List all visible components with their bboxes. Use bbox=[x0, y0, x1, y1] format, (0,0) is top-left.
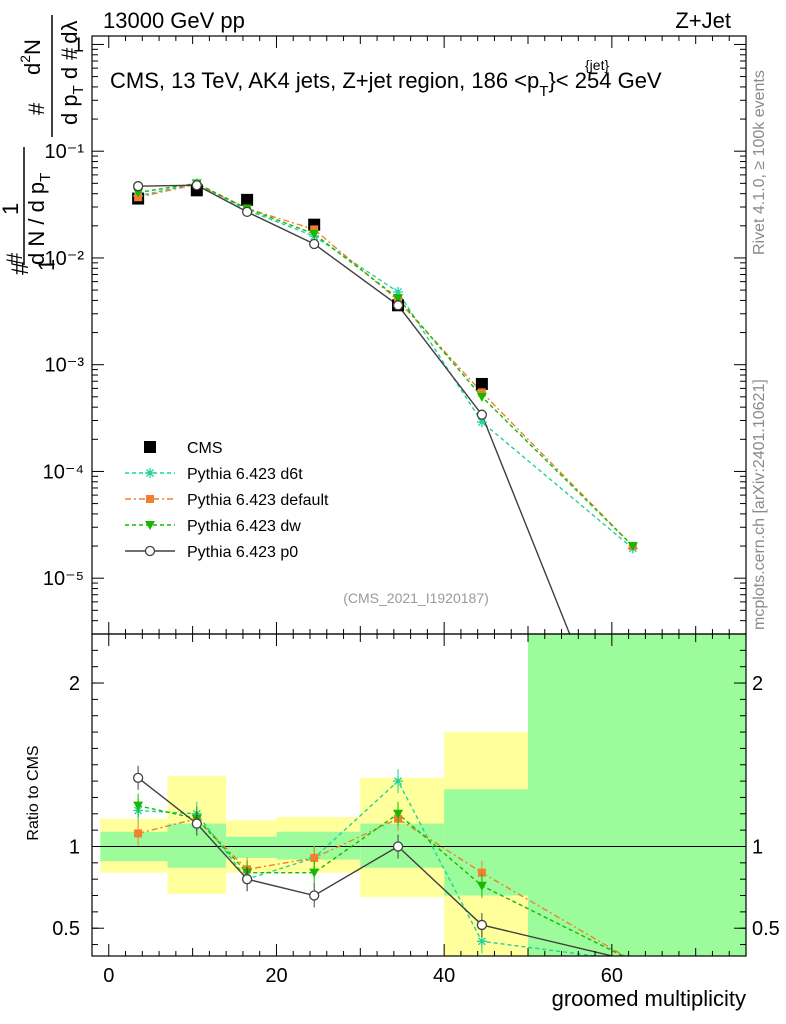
green-band-3 bbox=[276, 831, 361, 860]
main-y-tick-label-0: 1 bbox=[73, 34, 84, 56]
legend: CMS Pythia 6.423 d6t Pythia 6.423 default P… bbox=[125, 440, 329, 561]
main-y-tick-label-5: 10⁻⁵ bbox=[43, 568, 84, 590]
plot-title-sup: {jet} bbox=[585, 57, 609, 73]
main-marker-p0-3 bbox=[309, 238, 320, 250]
ratio-marker-p0-2 bbox=[241, 874, 253, 885]
ratio-y-tick-label-0: 0.5 bbox=[52, 918, 80, 940]
x-tick-label-2: 40 bbox=[433, 965, 455, 987]
data-markers bbox=[132, 178, 638, 954]
legend-label-p0: Pythia 6.423 p0 bbox=[187, 544, 298, 561]
rivet-label: Rivet 4.1.0, ≥ 100k events bbox=[751, 70, 768, 255]
main-marker-p0-2 bbox=[241, 206, 253, 218]
x-tick-label-1: 20 bbox=[265, 965, 287, 987]
y-label-den2: d pT d#dλ bbox=[57, 21, 87, 126]
x-tick-label-3: 60 bbox=[601, 965, 623, 987]
plot-title: CMS, 13 TeV, AK4 jets, Z+jet region, 186… bbox=[110, 68, 662, 100]
main-y-tick-label-4: 10⁻⁴ bbox=[43, 461, 84, 483]
main-marker-dw-4 bbox=[393, 294, 404, 304]
ratio-y-tick-label-right-0: 0.5 bbox=[752, 918, 780, 940]
process-label: Z+Jet bbox=[675, 8, 731, 33]
main-marker-d6t-4 bbox=[393, 286, 404, 297]
main-marker-dw-0 bbox=[133, 188, 144, 198]
green-band-6 bbox=[528, 634, 746, 956]
y-axis-label: # 1 bbox=[7, 255, 59, 275]
main-y-tick-label-1: 10⁻¹ bbox=[45, 141, 85, 163]
ratio-marker-default-0 bbox=[134, 829, 143, 838]
main-marker-cms-5 bbox=[475, 377, 488, 390]
x-tick-label-0: 0 bbox=[103, 965, 114, 987]
green-band-5 bbox=[444, 789, 528, 896]
plot-frames bbox=[91, 35, 747, 957]
y-axis-label-text: # 1 bbox=[7, 255, 59, 275]
main-y-tick-label-2: 10⁻² bbox=[45, 248, 85, 270]
main-marker-d6t-5 bbox=[476, 417, 487, 428]
legend-marker-d6t bbox=[145, 468, 155, 478]
ratio-axis-label: Ratio to CMS bbox=[25, 745, 42, 840]
ratio-marker-default-3 bbox=[310, 853, 319, 862]
legend-marker-cms bbox=[144, 441, 156, 453]
main-marker-p0-1 bbox=[191, 180, 202, 191]
ratio-marker-dw-4 bbox=[393, 809, 404, 819]
y-label-hash1: # bbox=[7, 261, 34, 275]
ratio-marker-dw-3 bbox=[309, 868, 320, 878]
main-marker-p0-0 bbox=[132, 181, 144, 192]
main-marker-cms-2 bbox=[241, 193, 254, 206]
axis-ticks: 0 20 40 60 1 10⁻¹ 10⁻² 10⁻³ 10⁻⁴ 10⁻⁵ 0.5 0.5 1 1 2 2 bbox=[43, 34, 780, 987]
y-label-one: 1 bbox=[34, 259, 59, 271]
y-axis-label-full: # d N / d pT 1 #d2N d pT d#dλ bbox=[0, 15, 87, 265]
main-marker-p0-5 bbox=[476, 409, 488, 420]
y-label-line2: d N / d pT bbox=[24, 173, 54, 265]
ratio-marker-d6t-5 bbox=[476, 936, 487, 947]
main-marker-dw-6 bbox=[627, 542, 638, 552]
ratio-y-tick-label-2: 2 bbox=[69, 673, 80, 695]
ratio-marker-p0-0 bbox=[132, 772, 144, 783]
ratio-marker-default-5 bbox=[477, 868, 486, 877]
y-label-num2: #d2N bbox=[17, 39, 49, 115]
green-band-2 bbox=[226, 836, 277, 858]
main-marker-p0-4 bbox=[392, 300, 404, 311]
ratio-marker-p0-1 bbox=[191, 818, 202, 829]
main-marker-default-3 bbox=[310, 225, 319, 234]
ratio-marker-p0-3 bbox=[309, 890, 320, 901]
ratio-bands bbox=[92, 634, 746, 956]
plot-title-main: CMS, 13 TeV, AK4 jets, Z+jet region, 186… bbox=[110, 68, 539, 93]
ratio-y-tick-label-right-2: 2 bbox=[752, 673, 763, 695]
ratio-marker-dw-5 bbox=[476, 881, 487, 891]
y-label-line1: # bbox=[2, 252, 27, 265]
legend-marker-dw bbox=[145, 521, 155, 530]
legend-label-cms: CMS bbox=[187, 440, 223, 457]
legend-label-dw: Pythia 6.423 dw bbox=[187, 518, 301, 535]
plot-title-sub: T bbox=[539, 83, 548, 100]
legend-marker-p0 bbox=[144, 545, 156, 557]
energy-label: 13000 GeV pp bbox=[103, 8, 245, 33]
legend-marker-default bbox=[146, 495, 154, 503]
main-y-tick-label-3: 10⁻³ bbox=[45, 355, 85, 377]
ratio-marker-p0-5 bbox=[476, 919, 488, 931]
main-marker-dw-5 bbox=[476, 392, 487, 402]
ratio-marker-dw-0 bbox=[133, 801, 144, 811]
watermark: (CMS_2021_I1920187) bbox=[343, 590, 489, 606]
y-label-num: 1 bbox=[0, 203, 23, 215]
x-axis-label: groomed multiplicity bbox=[552, 986, 746, 1011]
mcplots-label: mcplots.cern.ch [arXiv:2401.10621] bbox=[751, 379, 768, 630]
legend-label-d6t: Pythia 6.423 d6t bbox=[187, 466, 303, 483]
ratio-y-tick-label-right-1: 1 bbox=[752, 836, 763, 858]
ratio-marker-d6t-4 bbox=[393, 776, 404, 787]
ratio-frame bbox=[91, 633, 747, 957]
ratio-marker-p0-4 bbox=[392, 841, 404, 852]
main-marker-default-5 bbox=[477, 388, 486, 397]
ratio-y-tick-label-1: 1 bbox=[69, 836, 80, 858]
legend-label-default: Pythia 6.423 default bbox=[187, 492, 329, 509]
plot-title-end: }< 254 GeV bbox=[548, 68, 661, 93]
main-marker-dw-3 bbox=[309, 229, 320, 239]
